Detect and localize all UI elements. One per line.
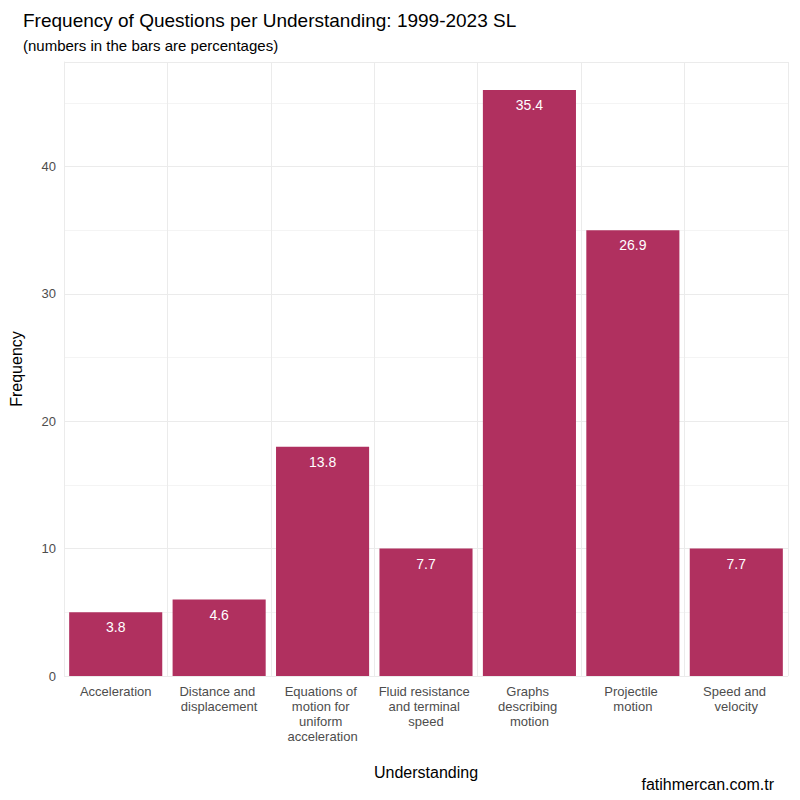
svg-text:describing: describing (498, 699, 561, 714)
svg-text:(numbers in the bars are perce: (numbers in the bars are percentages) (23, 37, 278, 54)
svg-text:uniform: uniform (299, 714, 346, 729)
svg-text:motion for: motion for (292, 699, 353, 714)
svg-text:13.8: 13.8 (309, 454, 336, 470)
svg-text:Frequency: Frequency (8, 331, 25, 407)
svg-text:speed: speed (408, 714, 443, 729)
svg-text:Understanding: Understanding (374, 764, 478, 781)
svg-text:20: 20 (42, 414, 56, 429)
svg-text:10: 10 (42, 541, 56, 556)
svg-text:and terminal: and terminal (388, 699, 463, 714)
svg-text:Graphs: Graphs (506, 684, 552, 699)
svg-text:Speed and: Speed and (703, 684, 770, 699)
svg-text:motion: motion (613, 699, 652, 714)
svg-text:velocity: velocity (715, 699, 759, 714)
svg-text:Distance and: Distance and (179, 684, 258, 699)
svg-text:0: 0 (49, 669, 56, 684)
svg-text:30: 30 (42, 286, 56, 301)
svg-text:40: 40 (42, 159, 56, 174)
svg-text:fatihmercan.com.tr: fatihmercan.com.tr (642, 776, 775, 793)
svg-text:7.7: 7.7 (416, 556, 436, 572)
svg-text:3.8: 3.8 (106, 619, 126, 635)
svg-text:35.4: 35.4 (516, 97, 543, 113)
svg-text:displacement: displacement (181, 699, 258, 714)
svg-text:Frequency of Questions per Und: Frequency of Questions per Understanding… (23, 10, 516, 31)
svg-text:4.6: 4.6 (209, 607, 229, 623)
svg-text:Acceleration: Acceleration (80, 684, 152, 699)
svg-text:motion: motion (510, 714, 549, 729)
svg-text:26.9: 26.9 (619, 237, 646, 253)
svg-text:acceleration: acceleration (288, 729, 358, 744)
svg-text:7.7: 7.7 (727, 556, 747, 572)
svg-text:Fluid resistance: Fluid resistance (379, 684, 474, 699)
svg-text:Equations of: Equations of (285, 684, 361, 699)
svg-text:Projectile: Projectile (604, 684, 661, 699)
